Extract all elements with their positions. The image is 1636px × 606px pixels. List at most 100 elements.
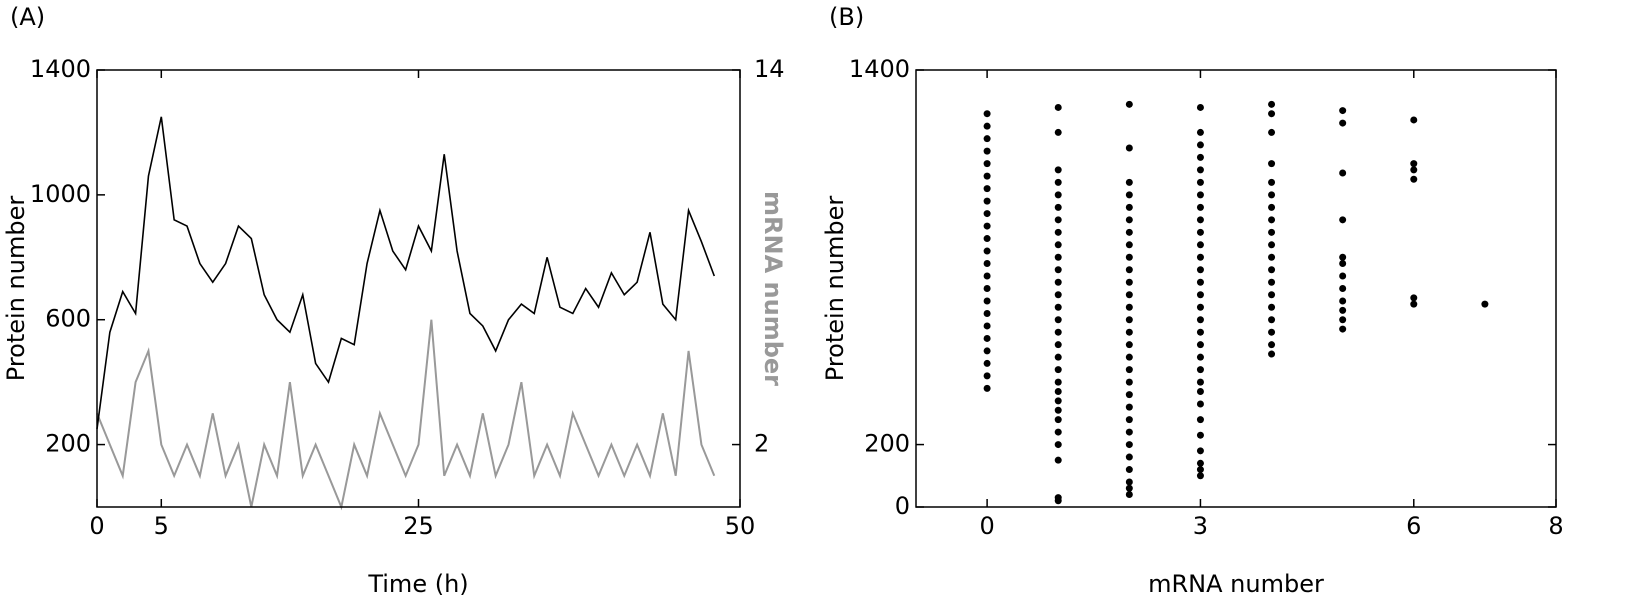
data-point [1410, 166, 1418, 174]
data-point [1339, 306, 1347, 314]
data-point [983, 160, 991, 168]
data-point [1196, 316, 1204, 324]
data-point [983, 172, 991, 180]
data-point [1196, 266, 1204, 274]
data-point [1125, 241, 1133, 249]
data-point [1125, 403, 1133, 411]
data-point [983, 359, 991, 367]
data-point [983, 135, 991, 143]
data-point [1054, 166, 1062, 174]
data-point [1339, 253, 1347, 261]
data-point [1196, 241, 1204, 249]
data-point [983, 247, 991, 255]
data-point [1339, 169, 1347, 177]
data-point [1054, 406, 1062, 414]
data-point [1268, 316, 1276, 324]
data-point [1054, 328, 1062, 336]
data-point [1268, 203, 1276, 211]
data-point [1125, 366, 1133, 374]
data-point [983, 222, 991, 230]
data-point [1196, 178, 1204, 186]
data-point [1054, 303, 1062, 311]
x-tick-label: 0 [89, 512, 104, 540]
data-point [1410, 116, 1418, 124]
data-point [1339, 285, 1347, 292]
y2-tick-label: 14 [754, 55, 785, 83]
plot-frame [915, 69, 1557, 508]
data-point [983, 384, 991, 392]
x-tick-label: 8 [1548, 512, 1563, 540]
data-point [1339, 316, 1347, 324]
data-point [1054, 366, 1062, 374]
data-point [1339, 216, 1347, 224]
data-point [1054, 353, 1062, 361]
data-point [1196, 416, 1204, 424]
data-point [1196, 341, 1204, 349]
data-point [1125, 144, 1133, 152]
data-point [983, 122, 991, 130]
x-tick-label: 6 [1406, 512, 1421, 540]
data-line [96, 116, 716, 430]
data-point [1054, 494, 1062, 502]
data-point [1268, 253, 1276, 261]
data-point [1196, 291, 1204, 299]
data-point [1268, 303, 1276, 311]
data-point [983, 322, 991, 330]
x-tick-label: 50 [725, 512, 756, 540]
data-point [983, 334, 991, 342]
data-point [1268, 160, 1276, 168]
data-point [1196, 472, 1204, 480]
data-point [1196, 388, 1204, 396]
y-axis-label: Protein number [2, 196, 30, 382]
data-point [1196, 431, 1204, 439]
data-point [1054, 278, 1062, 286]
data-point [1196, 228, 1204, 236]
data-point [983, 210, 991, 218]
data-point [1268, 191, 1276, 199]
data-point [983, 185, 991, 193]
data-point [1196, 253, 1204, 261]
data-point [1125, 266, 1133, 274]
data-point [1125, 278, 1133, 286]
data-point [1339, 107, 1347, 115]
data-point [1339, 119, 1347, 127]
data-point [1196, 378, 1204, 386]
data-point [1054, 378, 1062, 386]
data-point [1196, 141, 1204, 149]
data-point [1125, 228, 1133, 236]
data-point [1196, 400, 1204, 408]
y-tick-label: 0 [895, 492, 910, 520]
data-point [983, 372, 991, 380]
data-point [1125, 341, 1133, 349]
data-point [1054, 441, 1062, 449]
data-point [1125, 100, 1133, 108]
data-point [1268, 266, 1276, 274]
data-point [1196, 128, 1204, 136]
data-point [1054, 216, 1062, 224]
data-point [1196, 191, 1204, 199]
data-point [1339, 297, 1347, 305]
data-point [1125, 203, 1133, 211]
data-point [1196, 103, 1204, 111]
data-point [1054, 178, 1062, 186]
data-point [1196, 303, 1204, 311]
y-axis-label: Protein number [821, 196, 849, 382]
x-axis-label: Time (h) [367, 570, 468, 598]
data-point [1054, 228, 1062, 236]
data-point [1125, 378, 1133, 386]
data-point [1054, 203, 1062, 211]
data-point [983, 285, 991, 292]
data-point [983, 235, 991, 243]
y-tick-label: 1000 [30, 180, 91, 208]
data-point [1339, 325, 1347, 333]
y-tick-label: 1400 [30, 55, 91, 83]
data-point [1054, 341, 1062, 349]
data-point [1125, 453, 1133, 461]
data-point [983, 197, 991, 205]
data-point [1268, 350, 1276, 358]
data-point [1268, 341, 1276, 349]
panel-label: (A) [10, 3, 45, 31]
data-point [1054, 191, 1062, 199]
data-point [1410, 300, 1418, 308]
